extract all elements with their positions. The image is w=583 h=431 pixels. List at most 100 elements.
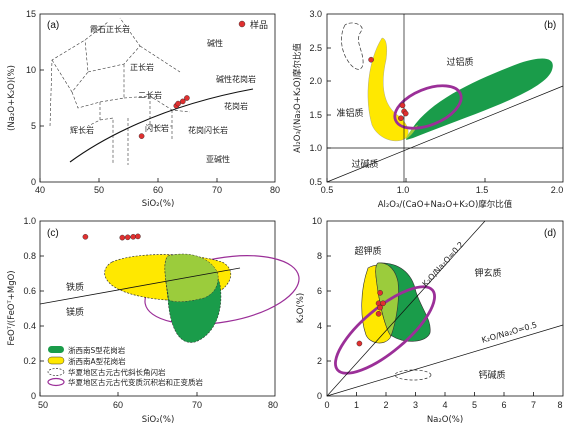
field-label: 亚碱性 [206, 154, 230, 164]
sample-point [82, 233, 89, 240]
tick-label: 50 [38, 400, 48, 410]
field-label: 铁质 [66, 281, 84, 293]
field-label: 过碱质 [351, 158, 378, 170]
panel-label: (a) [47, 20, 59, 31]
tick-label: 3.0 [309, 9, 322, 19]
panel-label: (b) [544, 20, 556, 31]
tick-label: 60 [153, 185, 163, 195]
field-label: 辉长岩 [70, 125, 94, 135]
panel-label: (d) [544, 228, 556, 239]
data-points [356, 289, 386, 347]
tick-label: 2 [317, 356, 322, 366]
legend-swatch-green [48, 346, 64, 353]
overlap-field [164, 253, 219, 302]
tick-label: 0.4 [23, 321, 36, 331]
data-points [368, 56, 409, 121]
tick-label: 1 [354, 400, 359, 410]
dashed-field [341, 22, 364, 70]
tick-label: 8 [557, 400, 562, 410]
tick-label: 5 [472, 400, 477, 410]
legend-swatch-purple [47, 377, 65, 387]
tick-label: 6 [501, 400, 506, 410]
y-axis-label: (Na₂O+K₂O)(%) [7, 65, 17, 131]
tick-label: 3 [413, 400, 418, 410]
tick-label: 70 [212, 185, 222, 195]
tick-label: 80 [268, 400, 278, 410]
data-points [82, 233, 141, 241]
sample-point [402, 110, 409, 117]
x-axis-label: SiO₂(%) [142, 415, 175, 425]
sample-point [135, 233, 141, 240]
legend-label: 样品 [250, 19, 268, 31]
panel-label: (c) [47, 228, 59, 239]
field-label: 钙碱质 [478, 369, 505, 381]
tick-label: 0.6 [23, 286, 36, 296]
legend-label: 华夏地区古元古代变质沉积岩和正变质岩 [68, 377, 203, 387]
sample-point [377, 289, 383, 296]
tick-label: 1.5 [309, 110, 322, 120]
sample-point [380, 300, 386, 307]
tick-label: 8 [317, 251, 322, 261]
sample-point [399, 102, 406, 109]
ratio-line-label: K₂O/Na₂O=0.2 [421, 240, 466, 289]
tick-label: 1.0 [23, 216, 36, 226]
tick-label: 1.0 [309, 143, 322, 153]
tick-label: 0.5 [321, 185, 334, 195]
sample-point [124, 234, 131, 241]
sample-point [138, 133, 145, 139]
purple-ellipse [334, 285, 436, 375]
field-label: 霞石正长岩 [90, 24, 130, 34]
tick-label: 80 [270, 185, 280, 195]
field-label: 过铝质 [446, 56, 473, 68]
legend-marker [238, 20, 246, 28]
field-label: 闪长岩 [145, 123, 169, 133]
panel-d: 0 1 2 3 4 5 6 7 8 0 2 4 6 8 10 Na₂O(%) K… [296, 216, 564, 425]
tick-label: 10 [312, 216, 322, 226]
sample-point [377, 304, 383, 311]
tick-label: 0 [31, 391, 36, 401]
tick-label: 0.5 [309, 177, 322, 187]
tick-label: 50 [94, 185, 104, 195]
panel-b: 0.5 1.0 1.5 2.0 0.5 1.0 1.5 2.0 2.5 3.0 … [292, 9, 564, 210]
data-points [138, 95, 190, 139]
field-label: 花岗闪长岩 [188, 125, 228, 135]
field-label: 镁质 [66, 306, 84, 318]
field-label: 正长岩 [130, 62, 154, 72]
sample-point [175, 100, 181, 107]
tick-label: 4 [442, 400, 447, 410]
tick-label: 0.8 [23, 251, 36, 261]
tick-label: 6 [317, 286, 322, 296]
legend-swatch-yellow [47, 356, 65, 365]
panel-c: 50 60 70 80 0 0.2 0.4 0.6 0.8 1.0 SiO₂(%… [7, 216, 300, 425]
panel-a: 40 50 60 70 80 0 5 10 15 SiO₂(%) (Na₂O+K… [7, 9, 280, 209]
legend-label: 浙西南S型花岗岩 [68, 345, 126, 355]
x-axis-label: Na₂O(%) [427, 415, 463, 425]
tick-label: 2.5 [309, 43, 322, 53]
field-label: 超钾质 [354, 245, 381, 257]
x-axis-label: SiO₂(%) [142, 199, 175, 209]
tick-label: 0.2 [23, 356, 36, 366]
tick-label: 1.0 [397, 185, 410, 195]
tick-label: 40 [35, 185, 45, 195]
purple-ellipse [144, 255, 300, 325]
legend-swatch-dashed [47, 368, 65, 376]
sample-point [375, 310, 382, 317]
sample-point [130, 233, 136, 240]
tick-label: 2.0 [309, 76, 322, 86]
tick-label: 70 [192, 400, 202, 410]
field-label: 碱性 [207, 38, 223, 48]
field-label: 二长岩 [138, 90, 162, 100]
field-label: 花岗岩 [224, 101, 248, 111]
tick-label: 2.0 [551, 185, 564, 195]
sample-point [368, 56, 374, 63]
tick-label: 0 [317, 391, 322, 401]
x-axis-label: Al₂O₃/(CaO+Na₂O+K₂O)摩尔比值 [378, 199, 513, 210]
tick-label: 60 [113, 400, 123, 410]
tick-label: 15 [26, 9, 36, 19]
tick-label: 7 [531, 400, 536, 410]
sample-point [179, 98, 186, 105]
field-label: 准铝质 [336, 107, 363, 119]
tick-label: 10 [26, 65, 36, 75]
tick-label: 1.5 [476, 185, 489, 195]
